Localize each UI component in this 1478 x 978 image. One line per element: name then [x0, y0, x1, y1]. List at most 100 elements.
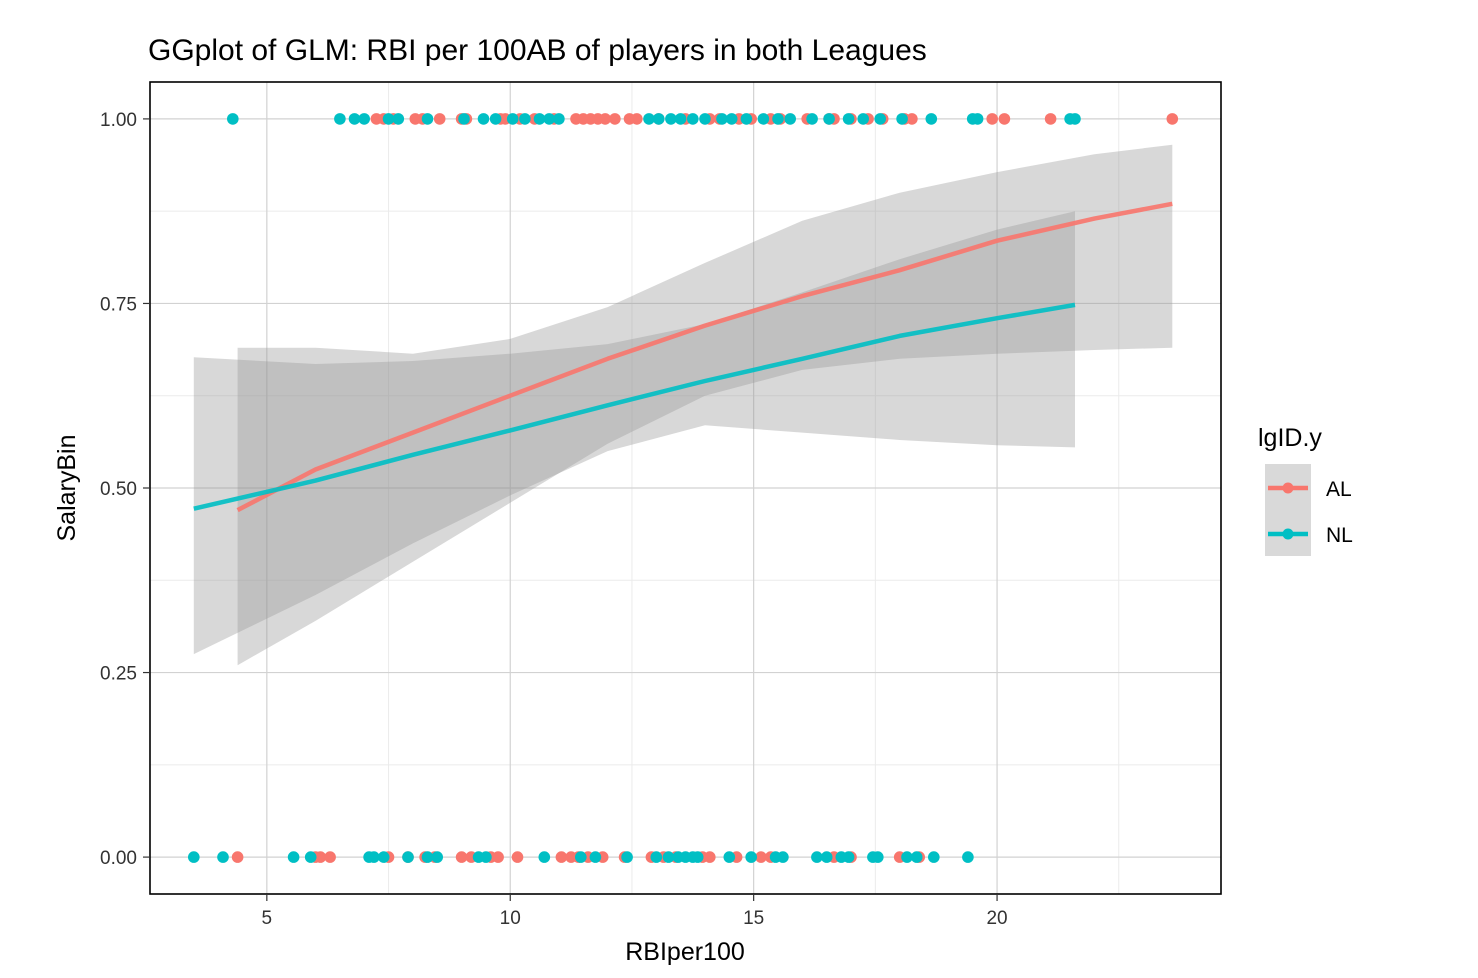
- legend-dot-nl: [1282, 528, 1294, 540]
- point-nl: [553, 113, 565, 125]
- point-nl: [506, 113, 519, 125]
- point-al: [555, 851, 568, 863]
- point-nl: [519, 113, 531, 125]
- point-nl: [687, 113, 699, 125]
- point-al: [324, 851, 336, 863]
- x-tick-label: 5: [262, 908, 273, 929]
- y-tick-label: 0.25: [100, 664, 137, 685]
- point-al: [998, 113, 1011, 125]
- point-nl: [227, 113, 239, 125]
- point-nl: [662, 851, 675, 863]
- point-nl: [842, 851, 855, 863]
- point-nl: [543, 113, 555, 125]
- point-nl: [287, 851, 300, 863]
- point-nl: [575, 851, 587, 863]
- point-al: [314, 851, 327, 863]
- point-nl: [665, 113, 677, 125]
- point-nl: [784, 113, 796, 125]
- point-nl: [538, 851, 551, 863]
- point-nl: [421, 113, 434, 125]
- point-nl: [716, 113, 728, 125]
- point-nl: [533, 113, 546, 125]
- x-axis-label: RBIper100: [625, 938, 745, 966]
- point-nl: [652, 113, 665, 125]
- point-al: [755, 851, 767, 863]
- fit-line-al: [236, 201, 1173, 513]
- point-nl: [971, 113, 984, 125]
- point-nl: [772, 113, 784, 125]
- point-al: [1166, 113, 1179, 125]
- point-al: [511, 851, 524, 863]
- point-nl: [823, 113, 835, 125]
- point-nl: [421, 851, 434, 863]
- point-nl: [874, 113, 886, 125]
- x-tick-label: 20: [986, 908, 1007, 929]
- point-al: [231, 851, 244, 863]
- point-nl: [872, 851, 884, 863]
- point-nl: [699, 113, 711, 125]
- point-al: [631, 113, 643, 125]
- point-nl: [674, 113, 687, 125]
- point-nl: [928, 851, 940, 863]
- grid-major: [150, 82, 1221, 894]
- point-nl: [402, 851, 414, 863]
- point-al: [492, 851, 504, 863]
- point-nl: [925, 113, 938, 125]
- point-nl: [650, 851, 663, 863]
- legend: lgID.y AL NL: [1258, 424, 1353, 556]
- point-nl: [962, 851, 974, 863]
- point-nl: [725, 113, 738, 125]
- legend-label-nl: NL: [1326, 524, 1353, 547]
- point-nl: [806, 113, 818, 125]
- point-al: [704, 851, 716, 863]
- point-nl: [377, 851, 390, 863]
- legend-dot-al: [1282, 482, 1294, 494]
- point-nl: [691, 851, 704, 863]
- point-nl: [358, 113, 371, 125]
- y-tick-label: 0.75: [100, 294, 137, 315]
- data-points: [188, 113, 1179, 863]
- y-tick-label: 0.50: [100, 479, 137, 500]
- point-nl: [811, 851, 823, 863]
- point-nl: [896, 113, 908, 125]
- point-nl: [489, 113, 502, 125]
- y-tick-label: 1.00: [100, 110, 137, 131]
- x-axis: 5 10 15 20: [262, 894, 1008, 929]
- y-tick-label: 0.00: [100, 848, 137, 869]
- point-nl: [334, 113, 346, 125]
- point-nl: [723, 851, 736, 863]
- point-nl: [740, 113, 753, 125]
- point-al: [455, 851, 468, 863]
- y-axis: 0.00 0.25 0.50 0.75 1.00: [100, 110, 150, 869]
- point-nl: [368, 851, 380, 863]
- point-nl: [188, 851, 200, 863]
- chart-title: GGplot of GLM: RBI per 100AB of players …: [148, 34, 927, 67]
- x-tick-label: 15: [743, 908, 764, 929]
- confidence-ribbons: [193, 144, 1173, 666]
- point-al: [599, 113, 611, 125]
- ribbon-al: [237, 144, 1173, 666]
- point-al: [609, 113, 621, 125]
- point-nl: [217, 851, 229, 863]
- point-nl: [857, 113, 869, 125]
- point-nl: [382, 113, 395, 125]
- point-nl: [910, 851, 923, 863]
- point-nl: [1069, 113, 1081, 125]
- point-nl: [820, 851, 833, 863]
- fit-line-nl: [193, 302, 1076, 511]
- point-al: [1044, 113, 1057, 125]
- point-nl: [621, 851, 633, 863]
- point-nl: [757, 113, 770, 125]
- point-nl: [348, 113, 361, 125]
- point-nl: [777, 851, 789, 863]
- point-al: [906, 113, 918, 125]
- point-al: [986, 113, 998, 125]
- point-al: [433, 113, 446, 125]
- point-nl: [477, 113, 490, 125]
- point-nl: [392, 113, 405, 125]
- point-nl: [643, 113, 655, 125]
- ribbon-nl: [193, 211, 1076, 655]
- legend-title: lgID.y: [1258, 424, 1322, 452]
- x-tick-label: 10: [500, 908, 521, 929]
